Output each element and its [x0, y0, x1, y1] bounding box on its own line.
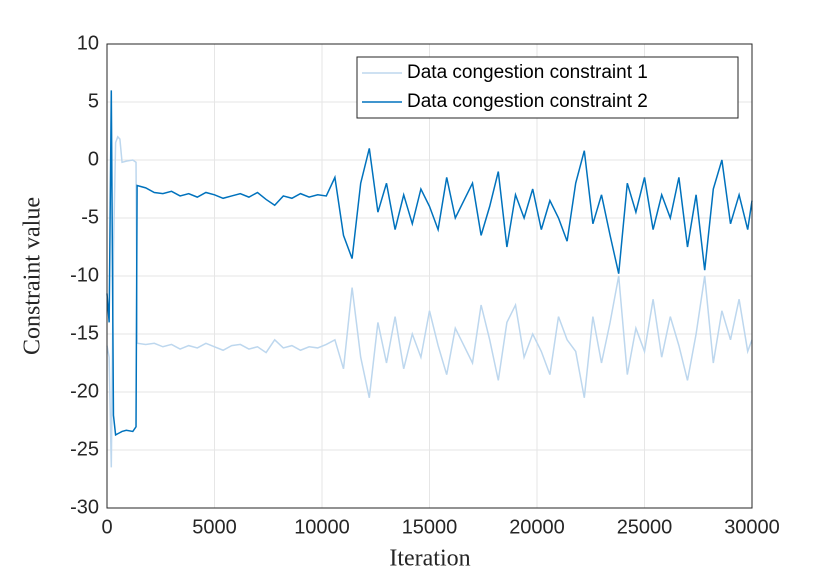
y-tick-label: -30: [70, 496, 99, 518]
x-tick-label: 30000: [724, 516, 780, 538]
y-tick-label: 5: [88, 90, 99, 112]
x-tick-label: 25000: [617, 516, 673, 538]
x-tick-label: 10000: [294, 516, 350, 538]
y-tick-label: 0: [88, 148, 99, 170]
x-axis-label: Iteration: [389, 546, 470, 572]
y-tick-label: -10: [70, 264, 99, 286]
legend-label: Data congestion constraint 2: [407, 91, 648, 112]
legend-box: [356, 56, 739, 119]
x-tick-label: 0: [101, 516, 112, 538]
y-tick-label: -5: [81, 206, 99, 228]
y-tick-label: -25: [70, 438, 99, 460]
x-tick-label: 15000: [402, 516, 458, 538]
y-tick-label: 10: [77, 32, 99, 54]
y-axis-label: Constraint value: [20, 197, 46, 355]
plot-frame: [106, 43, 753, 509]
y-tick-label: -20: [70, 380, 99, 402]
x-tick-label: 5000: [192, 516, 237, 538]
x-tick-label: 20000: [509, 516, 565, 538]
series-line: [106, 90, 753, 437]
y-tick-label: -15: [70, 322, 99, 344]
series-line: [106, 135, 753, 468]
legend-label: Data congestion constraint 1: [407, 62, 648, 83]
